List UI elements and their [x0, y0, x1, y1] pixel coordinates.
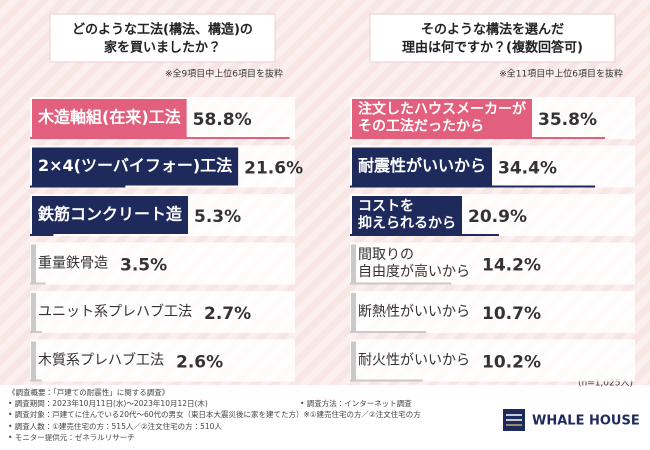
category-label: 重量鉄骨造	[38, 256, 108, 272]
value-label: 14.2%	[482, 256, 541, 276]
row-card	[30, 291, 295, 333]
row-card	[350, 339, 635, 382]
chart-note: ※全9項目中上位6項目を抜粋	[165, 68, 283, 80]
label-tab	[31, 341, 36, 380]
bar	[30, 234, 54, 236]
survey-info: 《調査概要：「戸建ての耐震性」に関する調査》	[8, 387, 169, 397]
chart-title: 家を買いましたか？	[104, 40, 221, 56]
value-label: 3.5%	[120, 256, 167, 276]
bar	[350, 234, 499, 236]
label-highlight	[32, 196, 189, 234]
category-label: 2×4(ツーバイフォー)工法	[38, 156, 232, 175]
row-card	[30, 242, 295, 285]
category-label: 鉄筋コンクリート造	[37, 205, 182, 224]
label-tab	[31, 293, 36, 331]
bar	[30, 282, 46, 285]
category-label: 木造軸組(在来)工法	[37, 108, 181, 127]
category-label: コストを	[358, 199, 414, 215]
chart-title: そのような構法を選んだ	[421, 22, 564, 38]
category-label: 耐火性がいいから	[358, 353, 470, 369]
row-card	[350, 242, 635, 285]
value-label: 5.3%	[194, 207, 241, 227]
value-label: 2.7%	[204, 304, 251, 324]
label-highlight	[32, 99, 187, 137]
bar	[30, 137, 290, 139]
bar	[30, 379, 42, 382]
label-tab	[351, 341, 356, 380]
value-label: 2.6%	[176, 353, 223, 373]
row-card	[350, 291, 635, 333]
chart-title: どのような工法(構法、構造)の	[72, 22, 253, 38]
bar	[350, 282, 452, 285]
label-tab	[351, 293, 356, 331]
value-label: 10.7%	[482, 304, 541, 324]
label-highlight	[32, 147, 239, 186]
chart-note: ※全11項目中上位6項目を抜粋	[499, 68, 623, 80]
value-label: 10.2%	[482, 353, 541, 373]
bar	[350, 379, 423, 382]
survey-info: • 調査期間：2023年10月11日(水)～2023年10月12日(木)	[8, 398, 208, 408]
category-label: 抑えられるから	[358, 215, 456, 232]
label-tab	[31, 244, 36, 283]
value-label: 21.6%	[244, 159, 303, 179]
survey-info: • 調査人数：①建売住宅の方：515人／②注文住宅の方：510人	[8, 421, 222, 431]
bar	[350, 137, 606, 139]
chart-title: 理由は何ですか？(複数回答可)	[402, 40, 583, 56]
label-highlight	[352, 99, 532, 137]
footer-background	[0, 385, 650, 450]
survey-info: • 調査対象：戸建てに住んでいる20代～60代の男女（東日本大震災後に家を建てた…	[8, 409, 421, 419]
survey-info: • モニター提供元：ゼネラルリサーチ	[8, 432, 135, 442]
category-label: ユニット系プレハブ工法	[38, 303, 192, 320]
bar	[350, 185, 596, 188]
logo-icon	[503, 409, 525, 431]
sample-size: (n=1,025人)	[578, 379, 633, 389]
value-label: 20.9%	[468, 207, 527, 227]
bar	[30, 331, 42, 333]
category-label: 木質系プレハブ工法	[38, 352, 164, 369]
category-label: 耐震性がいいから	[358, 156, 486, 175]
title-box	[49, 13, 276, 63]
survey-info: • 調査方法：インターネット調査	[300, 398, 412, 408]
category-label: その工法だったから	[358, 118, 484, 135]
label-highlight	[352, 196, 462, 234]
label-highlight	[352, 147, 493, 186]
category-label: 自由度が高いから	[358, 263, 470, 280]
category-label: 注文したハウスメーカーが	[358, 101, 527, 118]
label-tab	[351, 244, 356, 283]
category-label: 間取りの	[358, 247, 414, 263]
bar	[30, 185, 126, 188]
value-label: 34.4%	[498, 159, 557, 179]
logo-text: WHALE HOUSE	[532, 414, 640, 429]
bar	[350, 331, 427, 333]
category-label: 断熱性がいいから	[358, 304, 470, 320]
value-label: 35.8%	[538, 110, 597, 130]
value-label: 58.8%	[193, 110, 252, 130]
row-card	[30, 339, 295, 382]
title-box	[369, 13, 616, 63]
